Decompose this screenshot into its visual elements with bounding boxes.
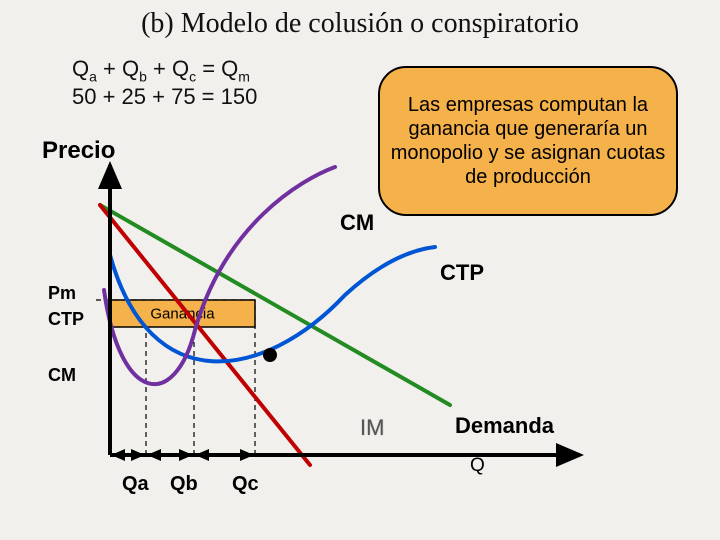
chart-svg: Ganancia (40, 155, 680, 515)
page-title: (b) Modelo de colusión o conspiratorio (0, 8, 720, 40)
im-curve-label: IM (360, 415, 384, 441)
ctp-curve-label: CTP (440, 260, 484, 286)
qc-tick-label: Qc (232, 473, 259, 496)
cm-curve-label: CM (340, 210, 374, 236)
x-axis-q-label: Q (470, 455, 485, 477)
equation-line-2: 50 + 25 + 75 = 150 (72, 84, 257, 110)
y-axis-label-precio: Precio (42, 137, 115, 165)
chart-area: Ganancia Precio Pm CTP CM CM CTP IM Dema… (40, 155, 680, 515)
ctp-left-label: CTP (48, 309, 84, 330)
demanda-curve-label: Demanda (455, 413, 554, 439)
qb-tick-label: Qb (170, 473, 198, 496)
cm-left-label: CM (48, 365, 76, 386)
qa-tick-label: Qa (122, 473, 149, 496)
pm-label: Pm (48, 283, 76, 304)
equation-line-1: Qa + Qb + Qc = Qm (72, 56, 250, 84)
